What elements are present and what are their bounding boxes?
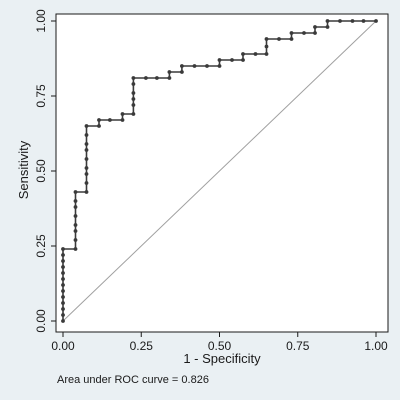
roc-point [84, 166, 89, 170]
roc-point [61, 301, 65, 305]
roc-point [155, 76, 159, 80]
roc-point [61, 295, 65, 299]
y-tick-label: 0.00 [34, 309, 48, 333]
y-axis-title: Sensitivity [16, 140, 31, 199]
roc-point [325, 19, 330, 23]
y-tick-label: 0.75 [34, 84, 48, 108]
roc-point [289, 31, 294, 35]
roc-point [61, 289, 65, 293]
roc-point [84, 124, 89, 128]
roc-point [167, 70, 172, 74]
roc-point [61, 277, 65, 281]
roc-point [289, 37, 294, 41]
roc-point [264, 37, 269, 41]
roc-point [84, 157, 89, 161]
x-axis: 0.00 0.25 0.50 0.75 1.00 [51, 332, 388, 353]
roc-point [131, 97, 136, 101]
roc-point [361, 19, 366, 23]
roc-point [73, 223, 78, 227]
roc-point [144, 76, 148, 80]
roc-point [73, 205, 78, 209]
x-tick-label: 1.00 [364, 339, 388, 353]
x-tick-label: 0.50 [208, 339, 232, 353]
roc-point [217, 64, 222, 68]
roc-point [131, 91, 136, 95]
roc-point [264, 52, 269, 56]
roc-point [73, 229, 78, 233]
roc-point [61, 247, 65, 251]
roc-point [108, 118, 112, 122]
x-tick-label: 0.25 [130, 339, 154, 353]
roc-point [131, 103, 136, 107]
roc-point [61, 283, 65, 287]
plot-area [55, 13, 389, 333]
roc-point [73, 238, 78, 242]
roc-point [192, 64, 197, 68]
roc-curve-line [62, 20, 376, 321]
roc-point [84, 172, 89, 176]
x-tick-label: 0.75 [286, 339, 310, 353]
roc-point [73, 247, 78, 251]
roc-point [61, 253, 65, 257]
y-tick-label: 0.25 [34, 234, 48, 258]
roc-point [131, 76, 136, 80]
roc-point [84, 148, 89, 152]
roc-point [180, 64, 184, 68]
roc-curve-group [61, 19, 378, 323]
roc-point [241, 58, 245, 62]
roc-point [73, 199, 78, 203]
roc-point [84, 142, 89, 146]
roc-point [264, 44, 269, 49]
roc-point [277, 37, 281, 41]
roc-point [374, 19, 378, 23]
roc-point [97, 124, 101, 128]
roc-point [180, 70, 184, 74]
roc-point [338, 19, 342, 23]
roc-point [61, 319, 65, 323]
roc-point [131, 82, 136, 86]
roc-point [241, 52, 245, 56]
roc-point [73, 214, 78, 218]
roc-point [73, 190, 78, 194]
auc-note: Area under ROC curve = 0.826 [57, 374, 209, 386]
roc-point [120, 118, 125, 122]
reference-line [62, 20, 377, 322]
roc-point [205, 64, 209, 68]
x-axis-title: 1 - Specificity [183, 351, 261, 366]
roc-point [120, 112, 125, 116]
y-axis: 0.00 0.25 0.50 0.75 1.00 [34, 9, 56, 333]
y-tick-label: 0.50 [34, 159, 48, 183]
y-tick-label: 1.00 [34, 9, 48, 33]
roc-point [302, 31, 306, 35]
roc-point [61, 313, 65, 317]
roc-point [84, 181, 89, 185]
roc-point [325, 25, 330, 29]
roc-point [61, 265, 65, 269]
roc-point [61, 271, 65, 275]
roc-point [97, 118, 101, 122]
roc-point [167, 76, 172, 80]
roc-point [253, 52, 258, 56]
roc-point [61, 307, 65, 311]
roc-point [217, 58, 222, 62]
roc-point [131, 112, 136, 116]
roc-point [84, 190, 89, 194]
x-tick-label: 0.00 [51, 339, 75, 353]
roc-point [313, 25, 317, 29]
roc-point [350, 19, 355, 23]
roc-point [313, 31, 317, 35]
roc-point [84, 133, 89, 137]
roc-point [230, 58, 234, 62]
roc-point [61, 259, 65, 263]
